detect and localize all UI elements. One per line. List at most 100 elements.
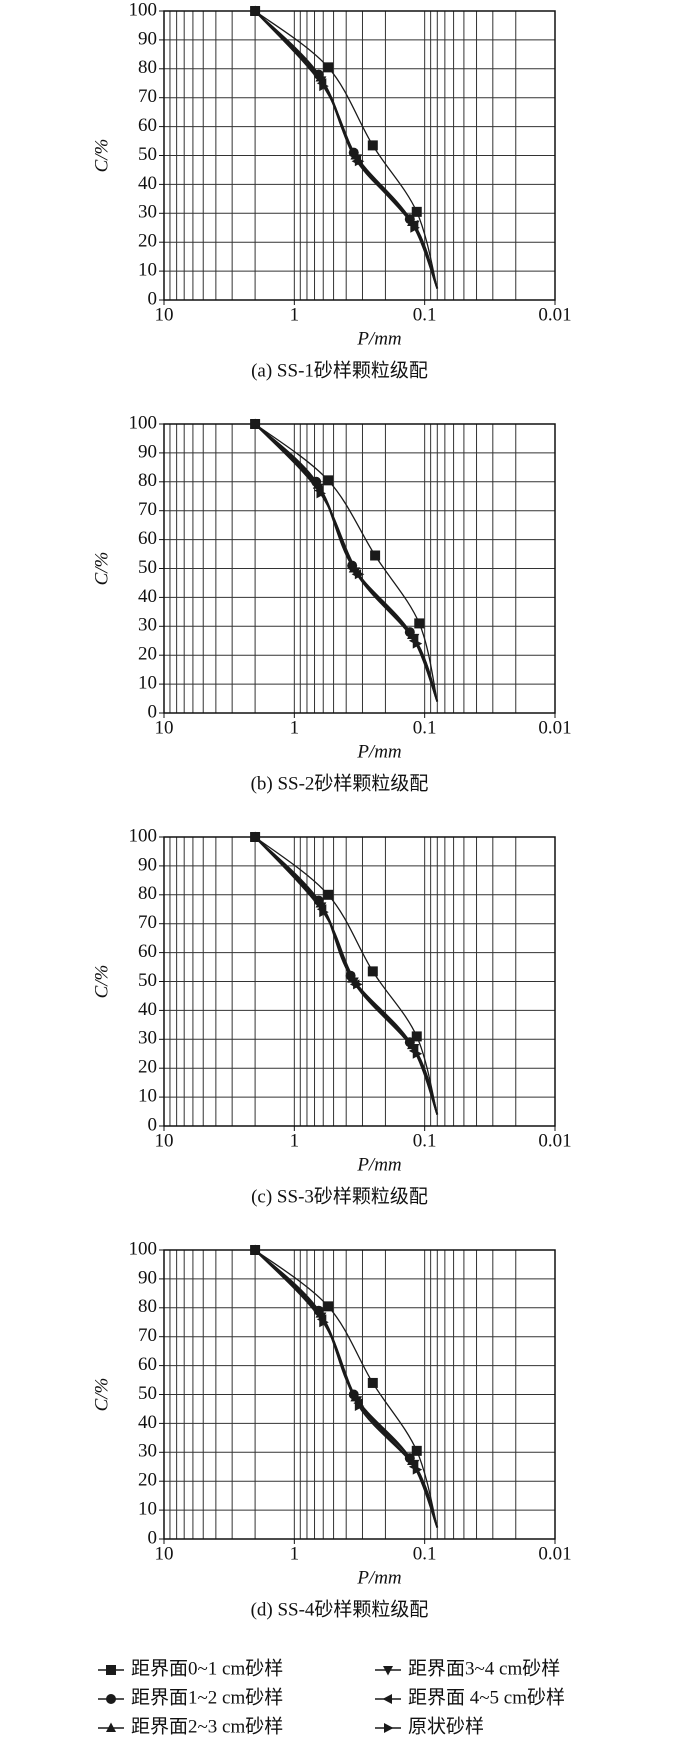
y-tick-label: 80 (138, 57, 157, 78)
x-tick-label: 10 (155, 717, 174, 738)
y-tick-label: 50 (138, 144, 157, 165)
y-tick-label: 100 (129, 825, 158, 846)
y-tick-label: 90 (138, 441, 157, 462)
y-tick-label: 40 (138, 999, 157, 1020)
marker (353, 979, 363, 990)
x-axis-label: P/mm (356, 1567, 401, 1588)
marker (410, 222, 420, 233)
legend-label: 距界面 4~5 cm砂样 (408, 1686, 565, 1708)
y-tick-label: 0 (148, 1114, 158, 1135)
marker (106, 1722, 116, 1732)
y-tick-label: 0 (148, 701, 158, 722)
y-tick-label: 30 (138, 1028, 157, 1049)
plot-frame (163, 836, 556, 1127)
caption: (c) SS-3砂样颗粒级配 (251, 1185, 428, 1207)
y-tick-label: 90 (138, 854, 157, 875)
marker (382, 1694, 392, 1704)
marker (367, 140, 378, 151)
y-tick-label: 80 (138, 470, 157, 491)
caption: (b) SS-2砂样颗粒级配 (251, 772, 429, 794)
y-tick-label: 50 (138, 970, 157, 991)
marker (106, 1665, 116, 1675)
y-tick-label: 20 (138, 644, 157, 665)
x-tick-label: 0.01 (538, 1543, 571, 1564)
y-tick-label: 10 (138, 259, 157, 280)
y-tick-label: 20 (138, 1057, 157, 1078)
y-tick-label: 0 (148, 1527, 158, 1548)
marker (383, 1666, 393, 1676)
marker (367, 966, 378, 977)
x-tick-label: 0.1 (413, 717, 437, 738)
marker (323, 475, 334, 486)
x-tick-label: 0.01 (538, 1130, 571, 1151)
y-tick-label: 80 (138, 1296, 157, 1317)
y-tick-label: 40 (138, 173, 157, 194)
marker (370, 550, 381, 561)
y-axis-label: C/% (91, 965, 112, 999)
y-tick-label: 30 (138, 1441, 157, 1462)
marker (316, 488, 326, 499)
marker (354, 1401, 365, 1412)
marker (251, 832, 261, 842)
y-tick-label: 50 (138, 1383, 157, 1404)
legend-label: 距界面3~4 cm砂样 (408, 1657, 560, 1679)
y-tick-label: 60 (138, 1354, 157, 1375)
x-tick-label: 0.01 (538, 717, 571, 738)
x-tick-label: 0.1 (413, 1543, 437, 1564)
y-tick-label: 0 (148, 288, 158, 309)
marker (411, 1445, 422, 1456)
marker (319, 81, 329, 92)
marker (412, 1048, 423, 1059)
y-tick-label: 10 (138, 1085, 157, 1106)
y-tick-label: 40 (138, 1412, 157, 1433)
x-tick-label: 0.01 (538, 304, 571, 325)
marker (411, 1031, 422, 1042)
y-tick-label: 10 (138, 1498, 157, 1519)
plot-frame (163, 1249, 556, 1540)
marker (323, 62, 334, 73)
legend-label: 原状砂样 (408, 1715, 484, 1737)
x-tick-label: 1 (290, 717, 300, 738)
y-tick-label: 70 (138, 1325, 157, 1346)
legend-label: 距界面0~1 cm砂样 (131, 1657, 283, 1679)
x-tick-label: 1 (290, 304, 300, 325)
y-tick-label: 100 (129, 1238, 158, 1259)
marker (251, 419, 261, 429)
legend-label: 距界面1~2 cm砂样 (131, 1686, 283, 1708)
marker (251, 1245, 261, 1255)
y-axis-label: C/% (91, 1378, 112, 1412)
caption: (d) SS-4砂样颗粒级配 (251, 1598, 429, 1620)
x-tick-label: 1 (290, 1130, 300, 1151)
marker (319, 907, 329, 918)
y-tick-label: 100 (129, 0, 158, 20)
plot-frame (163, 423, 556, 714)
x-axis-label: P/mm (356, 328, 401, 349)
marker (384, 1723, 394, 1733)
y-tick-label: 40 (138, 586, 157, 607)
marker (319, 1317, 329, 1328)
y-tick-label: 30 (138, 202, 157, 223)
marker (251, 6, 261, 16)
y-tick-label: 60 (138, 115, 157, 136)
y-tick-label: 90 (138, 1267, 157, 1288)
x-tick-label: 10 (155, 1543, 174, 1564)
marker (106, 1694, 116, 1704)
marker (323, 1301, 334, 1312)
y-tick-label: 80 (138, 883, 157, 904)
x-tick-label: 10 (155, 304, 174, 325)
marker (367, 1377, 378, 1388)
x-tick-label: 0.1 (413, 304, 437, 325)
plot-frame (163, 10, 556, 301)
x-axis-label: P/mm (356, 741, 401, 762)
legend-label: 距界面2~3 cm砂样 (131, 1715, 283, 1737)
caption: (a) SS-1砂样颗粒级配 (251, 359, 428, 381)
y-tick-label: 60 (138, 941, 157, 962)
y-tick-label: 20 (138, 1470, 157, 1491)
marker (354, 156, 365, 167)
y-tick-label: 10 (138, 672, 157, 693)
y-tick-label: 70 (138, 86, 157, 107)
marker (414, 618, 425, 629)
x-tick-label: 1 (290, 1543, 300, 1564)
